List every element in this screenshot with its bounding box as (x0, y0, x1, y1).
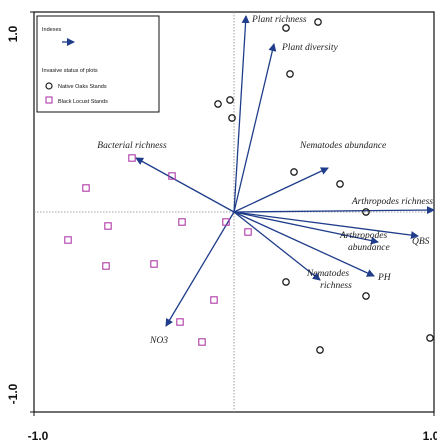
black-locust-point (222, 218, 230, 226)
vector-label-line: Nematodes (306, 269, 350, 279)
native-oak-point (214, 100, 222, 108)
vector-label-arthropodes-abundance: Arthropodes abundance (339, 231, 390, 253)
black-locust-point (210, 296, 218, 304)
native-oak-point (228, 114, 236, 122)
black-locust-point (64, 236, 72, 244)
vector-bacterial-richness (135, 157, 235, 213)
vector-label-plant-richness: Plant richness (251, 15, 307, 25)
black-locust-point (244, 228, 252, 236)
vector-label-line: Arthropodes (339, 231, 387, 241)
vector-arthropodes-richness (233, 206, 435, 215)
native-oak-point (362, 292, 370, 300)
vector-arthropodes-abundance (233, 211, 379, 245)
vector-qbs (233, 211, 419, 240)
native-oak-point (282, 278, 290, 286)
vector-label-line: richness (320, 281, 352, 291)
legend-vector-header: Indexes (42, 27, 62, 33)
native-oak-point (226, 96, 234, 104)
vector-label-nematodes-richness: Nematodes richness (306, 269, 352, 291)
vector-no3 (165, 211, 235, 327)
vector-label-bacterial-richness: Bacterial richness (97, 141, 167, 151)
black-locust-point (176, 318, 184, 326)
legend-locust-label: Black Locust Stands (58, 99, 108, 105)
vector-label-plant-diversity: Plant diversity (281, 43, 338, 53)
black-locust-point (82, 184, 90, 192)
vector-nematodes-richness (233, 211, 321, 281)
black-locust-point (150, 260, 158, 268)
black-locust-point (104, 222, 112, 230)
legend: Indexes Invasive status of plots Native Oa… (36, 15, 160, 113)
native-oak-point (426, 334, 434, 342)
native-oak-point (336, 180, 344, 188)
legend-native-swatch (45, 82, 53, 90)
vector-nematodes-abundance (233, 167, 329, 213)
legend-status-header: Invasive status of plots (42, 68, 98, 74)
y-tick-label-min: -1.0 (6, 383, 20, 404)
black-locust-point (168, 172, 176, 180)
vector-label-no3: NO3 (149, 336, 168, 346)
native-oak-point (282, 24, 290, 32)
black-locust-point (178, 218, 186, 226)
legend-native-label: Native Oaks Stands (58, 84, 107, 90)
native-oak-point (290, 168, 298, 176)
vector-plant-richness (233, 15, 250, 213)
native-oak-point (316, 346, 324, 354)
vector-label-line: abundance (348, 243, 390, 253)
vector-plant-diversity (233, 43, 277, 213)
native-oak-point (362, 208, 370, 216)
black-locust-point (128, 154, 136, 162)
y-tick-label-max: 1.0 (6, 25, 20, 42)
black-locust-point (102, 262, 110, 270)
black-locust-point (198, 338, 206, 346)
native-oak-point (314, 18, 322, 26)
x-tick-label-max: 1.0 (423, 429, 437, 443)
legend-box (36, 15, 160, 113)
legend-locust-swatch (45, 96, 53, 104)
vector-label-qbs: QBS (412, 237, 430, 247)
native-oak-point (286, 70, 294, 78)
vector-label-nematodes-abundance: Nematodes abundance (299, 141, 386, 151)
vector-ph (233, 211, 375, 277)
vector-label-ph: PH (377, 273, 392, 283)
vector-label-arthropodes-richness: Arthropodes richness (351, 197, 433, 207)
x-tick-label-min: -1.0 (28, 429, 49, 443)
